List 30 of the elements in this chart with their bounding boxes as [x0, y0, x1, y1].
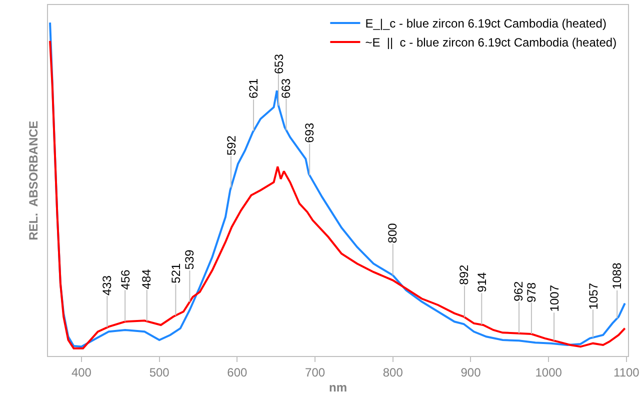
annotation: 621 [246, 78, 261, 98]
annotation: 914 [474, 272, 489, 292]
annotation: 1007 [547, 284, 562, 312]
annotation: 800 [386, 222, 400, 244]
y-axis-title: REL. ABSORBANCE [26, 120, 40, 240]
annotation: 978 [524, 282, 538, 302]
annotation: 693 [302, 122, 316, 143]
x-tick-label: 1000 [535, 365, 562, 380]
annotation: 1057 [586, 282, 600, 310]
annotation: 433 [100, 275, 114, 296]
x-tick-label: 700 [305, 365, 326, 380]
x-tick-label: 600 [227, 365, 248, 380]
x-tick-label: 400 [71, 365, 92, 380]
annotation: 663 [278, 78, 293, 98]
x-tick-label: 900 [460, 365, 482, 380]
x-tick-label: 800 [382, 365, 404, 380]
annotation: 1088 [610, 262, 624, 290]
legend-label: ~E || c - blue zircon 6.19ct Cambodia (heated) [365, 36, 617, 50]
annotation: 539 [182, 249, 197, 270]
x-tick-label: 1100 [614, 365, 640, 380]
annotation: 521 [169, 262, 184, 284]
annotation: 484 [140, 268, 154, 290]
annotation: 653 [272, 54, 286, 74]
annotation: 892 [457, 264, 472, 285]
legend-label: E_|_c - blue zircon 6.19ct Cambodia (heated) [365, 16, 606, 31]
annotation: 592 [224, 135, 238, 156]
x-tick-label: 500 [149, 365, 170, 380]
annotation: 456 [118, 269, 132, 290]
annotation: 962 [512, 280, 526, 302]
x-axis-title: nm [329, 380, 347, 394]
